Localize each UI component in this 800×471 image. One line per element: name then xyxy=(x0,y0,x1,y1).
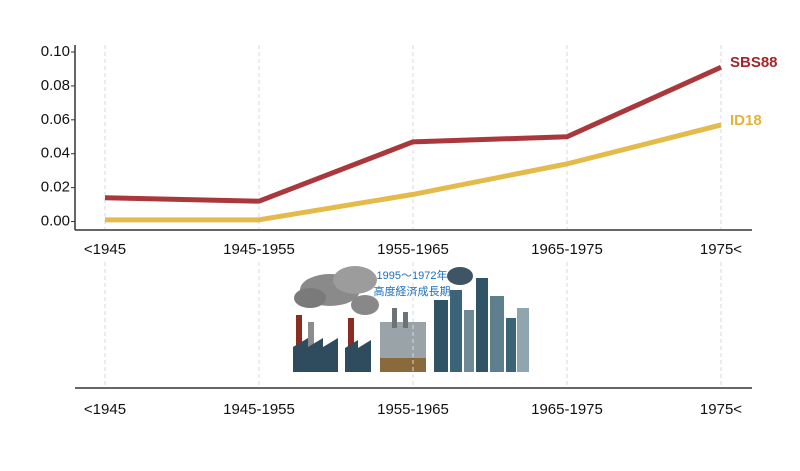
series-label: ID18 xyxy=(730,112,762,129)
y-tick-label: 0.02 xyxy=(41,179,70,196)
x-tick-label: <1945 xyxy=(84,401,126,418)
y-tick-label: 0.08 xyxy=(41,77,70,94)
x-tick-label: <1945 xyxy=(84,241,126,258)
x-tick-label: 1965-1975 xyxy=(531,241,603,258)
y-tick-label: 0.06 xyxy=(41,111,70,128)
x-tick-label: 1975< xyxy=(700,241,742,258)
series-line xyxy=(104,64,723,204)
x-tick-label: 1945-1955 xyxy=(223,241,295,258)
illustration xyxy=(293,266,529,372)
series-label: SBS88 xyxy=(730,54,778,71)
x-tick-label: 1955-1965 xyxy=(377,401,449,418)
x-tick-label: 1945-1955 xyxy=(223,401,295,418)
y-tick-label: 0.00 xyxy=(41,212,70,229)
x-tick-label: 1965-1975 xyxy=(531,401,603,418)
y-tick-label: 0.04 xyxy=(41,145,70,162)
x-tick-label: 1975< xyxy=(700,401,742,418)
series-line xyxy=(105,122,722,223)
annotation: 高度経済成長期 xyxy=(374,284,451,298)
x-tick-label: 1955-1965 xyxy=(377,241,449,258)
y-tick-label: 0.10 xyxy=(41,43,70,60)
annotation: 1995～1972年 xyxy=(377,268,448,282)
